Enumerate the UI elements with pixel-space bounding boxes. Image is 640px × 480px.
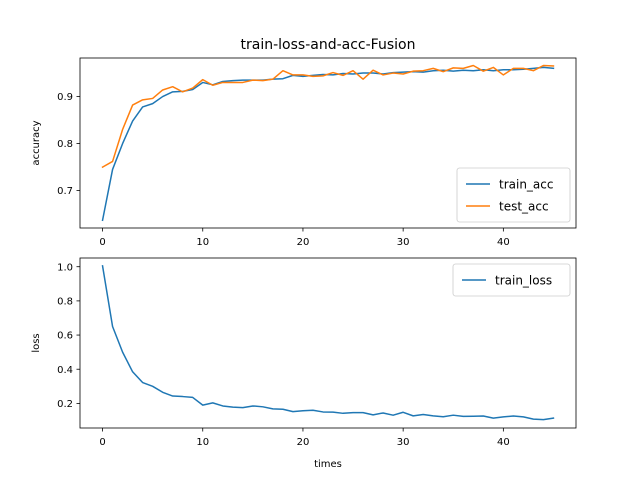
accuracy-ylabel: accuracy [31, 120, 42, 165]
loss-ylabel: loss [31, 333, 42, 352]
accuracy-ytick-label: 0.7 [57, 186, 73, 197]
accuracy-xtick-label: 30 [397, 237, 410, 248]
loss-ytick-label: 0.8 [57, 296, 73, 307]
accuracy-ytick-label: 0.8 [57, 139, 73, 150]
loss-legend: train_loss [452, 263, 571, 297]
accuracy-frame [79, 57, 577, 229]
loss-xtick-label: 30 [397, 437, 410, 448]
loss-xlabel: times [314, 459, 342, 470]
legend-label-train_loss: train_loss [495, 274, 552, 288]
loss-ytick-label: 0.4 [57, 365, 73, 376]
legend-box [456, 167, 571, 223]
loss-xtick-label: 20 [297, 437, 310, 448]
loss-xtick-label: 10 [196, 437, 209, 448]
accuracy-xtick-label: 10 [196, 237, 209, 248]
accuracy-xtick-label: 20 [297, 237, 310, 248]
legend-label-train_acc: train_acc [499, 178, 553, 192]
accuracy-xtick-label: 0 [99, 237, 105, 248]
series-line-train_loss [101, 264, 555, 421]
accuracy-legend: train_acc test_acc [456, 167, 571, 223]
loss-ytick-label: 0.2 [57, 399, 73, 410]
accuracy-axes: 0 10 20 30 40 0.7 0.8 0.9 accuracy train_acc test_… [31, 57, 577, 248]
legend-box [452, 263, 571, 297]
loss-xtick-label: 40 [497, 437, 510, 448]
loss-xtick-label: 0 [99, 437, 105, 448]
loss-axes: 0 10 20 30 40 0.2 0.4 0.6 0.8 1.0 loss times train_l… [31, 257, 577, 470]
accuracy-xtick-label: 40 [497, 237, 510, 248]
series-line-test_acc [101, 64, 555, 169]
loss-ytick-label: 0.6 [57, 331, 73, 342]
legend-label-test_acc: test_acc [499, 200, 549, 214]
chart-title: train-loss-and-acc-Fusion [241, 37, 416, 53]
loss-ytick-label: 1.0 [57, 262, 73, 273]
accuracy-ytick-label: 0.9 [57, 92, 73, 103]
loss-frame [79, 257, 577, 429]
